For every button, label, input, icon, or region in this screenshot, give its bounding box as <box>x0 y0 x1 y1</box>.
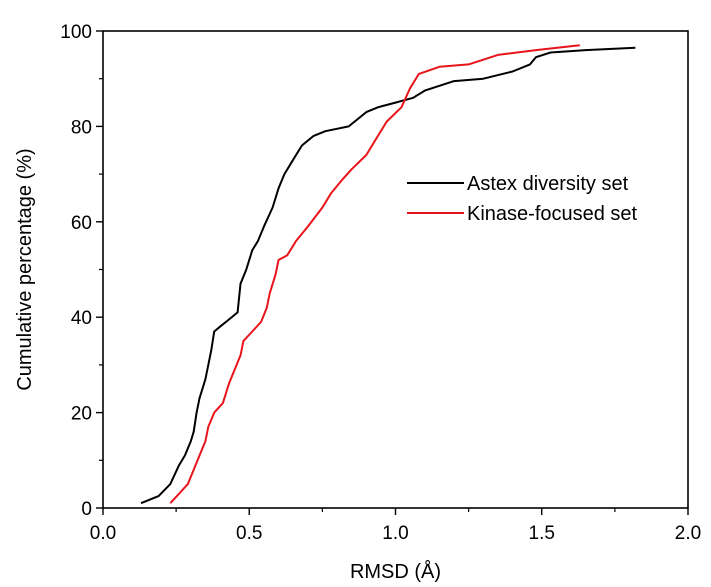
legend-label: Kinase-focused set <box>467 203 638 225</box>
axis-tick-labels: 0.0 0.5 1.0 1.5 2.0 0 20 40 60 80 100 <box>60 22 701 544</box>
data-series <box>140 44 636 505</box>
axis-ticks <box>96 30 689 515</box>
y-tick-label: 100 <box>60 22 92 43</box>
x-axis-title: RMSD (Å) <box>350 560 441 583</box>
y-tick-label: 60 <box>71 213 92 234</box>
series-line-kinase <box>169 44 580 504</box>
y-axis-title: Cumulative percentage (%) <box>14 148 36 390</box>
x-tick-label: 0.5 <box>236 523 262 544</box>
x-tick-label: 1.0 <box>382 523 408 544</box>
series-line-astex <box>140 46 636 505</box>
x-tick-label: 2.0 <box>675 523 701 544</box>
legend: Astex diversity set Kinase-focused set <box>407 173 638 225</box>
x-tick-label: 0.0 <box>90 523 116 544</box>
y-tick-label: 20 <box>71 404 92 425</box>
x-tick-label: 1.5 <box>529 523 555 544</box>
y-tick-label: 80 <box>71 117 92 138</box>
y-tick-label: 40 <box>71 308 92 329</box>
y-tick-label: 0 <box>81 499 92 520</box>
legend-label: Astex diversity set <box>467 173 629 195</box>
